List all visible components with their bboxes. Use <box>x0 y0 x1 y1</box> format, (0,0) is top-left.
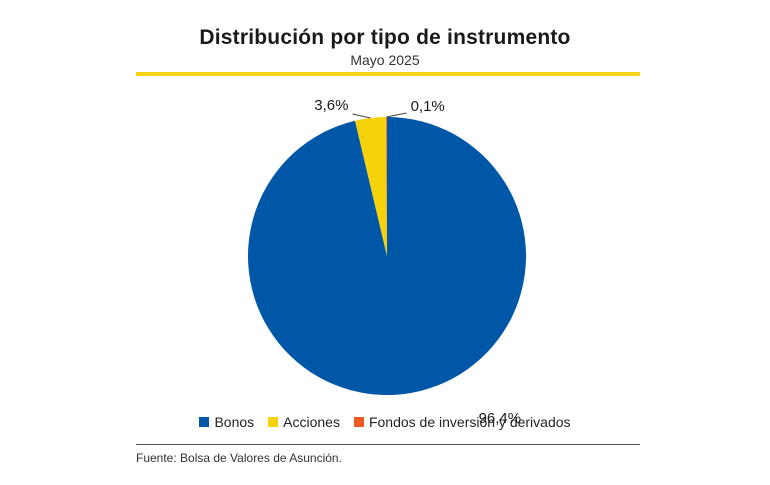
pie-slice-fondos <box>386 117 387 256</box>
source-note: Fuente: Bolsa de Valores de Asunción. <box>136 451 342 465</box>
legend-item-acciones: Acciones <box>268 414 340 430</box>
leader-line-fondos <box>386 112 407 118</box>
chart-subtitle: Mayo 2025 <box>350 52 420 68</box>
slice-label-bonos: 96,4% <box>479 410 522 427</box>
slice-label-acciones: 3,6% <box>314 97 348 114</box>
legend-swatch-acciones <box>268 417 279 427</box>
legend-swatch-fondos <box>353 417 364 427</box>
legend-label-acciones: Acciones <box>283 414 340 430</box>
leader-line-acciones <box>352 113 371 119</box>
legend-label-bonos: Bonos <box>214 414 255 430</box>
legend-item-bonos: Bonos <box>199 414 254 430</box>
title-underline <box>136 72 640 76</box>
legend-swatch-bonos <box>199 417 210 427</box>
slice-labels: 96,4% 3,6% 0,1% <box>314 97 521 427</box>
pie-slice-acciones <box>355 117 387 256</box>
footer-divider <box>136 444 640 445</box>
legend: Bonos Acciones Fondos de inversión y der… <box>0 414 770 430</box>
slice-label-fondos: 0,1% <box>411 98 445 115</box>
legend-label-fondos: Fondos de inversión y derivados <box>368 414 571 430</box>
legend-item-fondos: Fondos de inversión y derivados <box>353 414 571 430</box>
pie-slices <box>248 117 527 396</box>
chart-title: Distribución por tipo de instrumento <box>199 26 571 49</box>
leader-lines <box>352 112 407 119</box>
